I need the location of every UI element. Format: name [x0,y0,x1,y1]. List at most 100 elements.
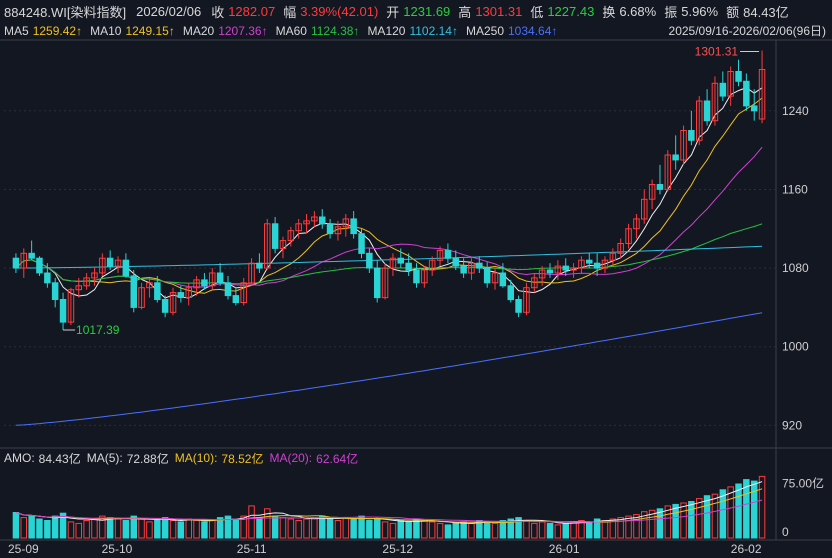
candle-body [193,279,200,289]
ma250-label: MA250 [465,24,504,38]
volume-bar [436,522,444,539]
ma60-label: MA60 [275,24,307,38]
volume-bar [523,520,530,539]
low-label: 1017.39 [76,323,120,337]
candle-body [264,223,271,269]
volume-bar [711,493,719,539]
volume-bar [405,521,412,539]
candle-body [476,262,483,269]
volume-bar [672,503,679,539]
candle-body [758,69,766,120]
volume-bar [483,521,491,539]
volume-bar [75,522,82,539]
candle-body [444,249,452,259]
volume-bar [161,517,169,539]
candle-body [601,259,609,269]
date-tick-label: 26-01 [548,542,580,556]
volume-bar [460,521,467,539]
vol-ma20-value: 62.64亿 [316,451,359,466]
volume-bar [28,515,35,539]
ma10-value: 1249.15↑ [125,24,175,38]
candle-body [389,257,397,269]
vol-ma20-line [15,499,763,523]
ma5-value: 1259.42↑ [32,24,83,38]
volume-bar [389,522,397,539]
volume-bar [114,518,122,539]
candle-body [413,269,420,284]
candle-body [719,82,727,97]
vol-ma20-label: MA(20): [269,451,313,465]
volume-bar [240,515,247,539]
volume-ma-lines [15,481,763,524]
volume-bar [99,515,106,539]
candle-body [59,299,67,323]
candle-body [161,299,169,313]
volume-bar [334,520,342,539]
candle-body [83,277,90,287]
candle-body [656,184,664,190]
high-label: 1301.31 [695,45,739,59]
volume-bar [374,518,381,539]
candle-body [696,100,703,141]
candle-body [483,267,491,284]
candle-body [271,223,279,249]
candle-body [256,262,263,269]
close-value: 1282.07 [228,3,276,19]
ma250-line [15,312,763,426]
high-value: 1301.31 [475,3,523,19]
volume-bar [719,489,727,539]
date-tick-label: 26-02 [730,542,762,556]
volume-header: AMO: 84.43亿 MA(5): 72.88亿 MA(10): 78.52亿… [0,450,358,466]
low-label: 低 [530,4,544,20]
candle-body [224,282,232,297]
volume-bar [83,520,90,539]
candle-body [578,259,585,269]
date-range[interactable]: 2025/09/16-2026/02/06(96日) [668,24,826,38]
candle-body [342,218,350,228]
candle-body [248,262,255,284]
candle-body [648,184,656,200]
candle-body [303,220,310,225]
candle-body [609,252,617,261]
candle-body [44,272,51,284]
change-value: 3.39%(42.01) [300,3,379,19]
date-tick-label: 25-09 [8,542,39,556]
high-label: 高 [458,4,472,20]
price-tick-label: 1160 [782,182,808,196]
annotations: 1301.31 1017.39 [63,45,760,337]
candle-body [586,259,593,264]
volume-bar [256,517,263,539]
candle-body [491,272,499,284]
volume-bar [499,520,507,539]
candle-body [711,82,719,122]
volume-bar [224,515,232,539]
volume-bar [59,512,67,539]
volume-bar [586,521,593,539]
index-code[interactable]: 884248.WI[染料指数] [4,4,127,20]
candle-body [287,230,295,241]
candle-body [209,272,216,287]
change-label: 幅 [283,4,297,20]
volume-bar [12,512,20,539]
volume-bar [538,521,546,539]
candle-body [326,223,334,235]
volume-bar [122,520,130,539]
candle-body [617,243,624,254]
candle-body [67,289,75,323]
candle-body [20,252,27,269]
volume-bar [319,515,326,539]
volume-bar [758,475,766,539]
volume-bar [397,520,404,539]
candle-body [664,154,672,190]
volume-bar [130,515,137,539]
candle-body [374,267,381,299]
volume-bar [36,518,43,539]
candle-body [366,252,373,269]
moving-average-lines [15,87,763,426]
volume-bar [106,517,114,539]
volume-bar [656,508,664,539]
volume-bar [601,520,609,539]
volume-bar [303,518,310,539]
candle-body [735,71,742,82]
